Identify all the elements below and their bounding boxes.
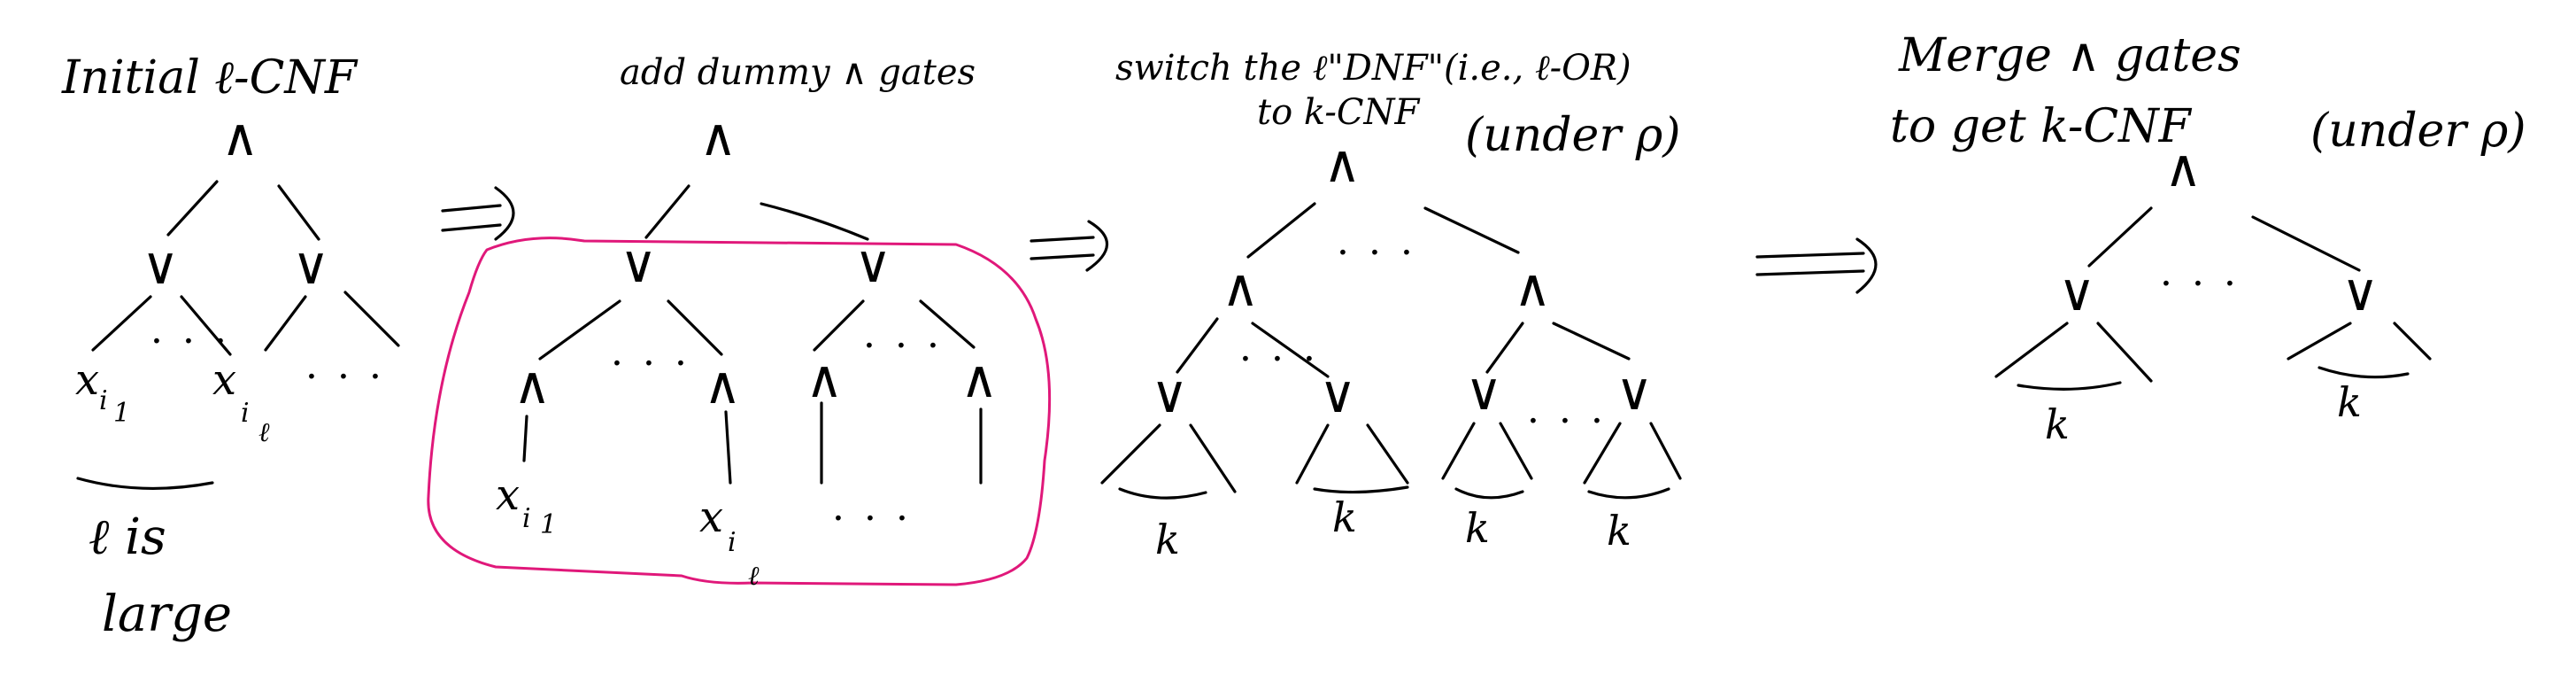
stage3-k-4: k — [1607, 507, 1631, 555]
implies-arrow-2 — [1030, 220, 1109, 272]
stage1-var-x-il: x — [212, 355, 236, 405]
stage3-brace-3 — [1454, 487, 1524, 500]
stage2-leaf-edge-2 — [724, 410, 732, 485]
stage1-note-line1: ℓ is — [89, 508, 166, 566]
stage4-k-left: k — [2045, 400, 2070, 448]
stage3-title-line1: switch the ℓ"DNF"(i.e., ℓ-OR) — [1115, 48, 1631, 89]
stage1-edge-or-left-a — [91, 295, 152, 352]
stage4-or-gate-left: ∨ — [2058, 262, 2095, 322]
stage4-or-gate-right: ∨ — [2341, 262, 2379, 322]
stage1-edge-or-right-a — [264, 295, 307, 352]
stage2-dummy-and-3: ∧ — [806, 349, 843, 409]
stage4-edge-root-right — [2251, 215, 2361, 272]
stage-switch-dnf-to-cnf: switch the ℓ"DNF"(i.e., ℓ-OR) to k-CNF (… — [1100, 48, 1682, 563]
stage1-edge-or-right-b — [343, 291, 400, 347]
stage3-or-gate-3: ∨ — [1465, 361, 1502, 422]
stage2-edge-root-right — [760, 202, 869, 241]
stage2-ellipsis-left: · · · — [611, 341, 690, 386]
stage1-ellipsis-right: · · · — [305, 354, 385, 400]
stage2-sub-l: ℓ — [748, 561, 760, 592]
stage3-edge-andr-b — [1552, 322, 1631, 361]
stage1-var-x-i1: x — [75, 355, 99, 405]
stage3-ellipsis-top: · · · — [1337, 230, 1416, 275]
stage3-or-gate-2: ∨ — [1319, 364, 1356, 424]
stage3-edge-andl-a — [1176, 317, 1219, 374]
stage3-or-gate-4: ∨ — [1616, 361, 1653, 422]
stage-merge-and-gates: Merge ∧ gates to get k-CNF (under ρ) ∧ ∨… — [1890, 29, 2526, 448]
stage1-or-gate-left: ∨ — [142, 236, 179, 296]
stage2-dummy-and-2: ∧ — [704, 355, 741, 415]
stage2-sub-1: 1 — [540, 509, 557, 540]
stage3-or-gate-1: ∨ — [1151, 364, 1188, 424]
stage-add-dummy-and: add dummy ∧ gates ∧ ∨ ∨ · · · · · · ∧ ∧ … — [427, 52, 1052, 592]
stage4-title-line1: Merge ∧ gates — [1898, 29, 2241, 82]
stage2-dummy-and-1: ∧ — [513, 355, 551, 415]
stage3-edge-andl-b — [1251, 322, 1330, 378]
stage4-k-right: k — [2337, 378, 2362, 426]
stage3-k-2: k — [1332, 493, 1357, 541]
stage2-sub-i: i — [522, 503, 531, 534]
stage1-edge-or-left-b — [180, 295, 232, 356]
stage1-root-and-gate: ∧ — [221, 107, 258, 167]
stage1-brace — [76, 477, 214, 490]
stage3-k-1: k — [1155, 516, 1180, 563]
stage3-edge-root-right — [1423, 206, 1520, 254]
stage1-sub-i: i — [99, 385, 108, 416]
stage3-ellipsis-mid-left: · · · — [1239, 337, 1319, 382]
stage2-var-x-il: x — [699, 493, 723, 542]
stage1-note-line2: large — [102, 586, 232, 643]
stage4-title-line2: to get k-CNF — [1890, 100, 2193, 153]
stage1-edge-root-right — [277, 184, 320, 241]
stage2-sub-i2: i — [728, 527, 737, 558]
stage3-title-line2: to k-CNF — [1257, 92, 1421, 133]
stage1-or-gate-right: ∨ — [292, 236, 329, 296]
stage4-edge-root-left — [2087, 206, 2153, 268]
stage3-and-gate-right: ∧ — [1514, 258, 1551, 318]
stage3-title-line3: (under ρ) — [1465, 109, 1681, 162]
stage2-leaf-edge-1 — [522, 415, 528, 462]
stage4-ellipsis: · · · — [2160, 261, 2240, 306]
stage-initial-cnf: Initial ℓ-CNF ∧ ∨ ∨ x i 1 · · · x i ℓ · … — [61, 51, 400, 643]
stage3-root-and-gate: ∧ — [1323, 134, 1361, 194]
stage3-ellipsis-mid-right: · · · — [1527, 399, 1607, 444]
dummy-gates-highlight — [427, 237, 1052, 586]
stage2-ellipsis-right: · · · — [863, 323, 943, 369]
stage3-k-3: k — [1465, 504, 1490, 552]
stage2-or-gate-left: ∨ — [620, 234, 657, 294]
implies-arrow-1 — [441, 186, 515, 241]
stage3-edge-andr-a — [1485, 322, 1524, 374]
stage1-sub-l: ℓ — [258, 417, 270, 448]
stage2-edge-or-left-b — [667, 299, 723, 356]
stage4-brace-left — [2017, 381, 2122, 391]
stage3-brace-4 — [1587, 487, 1670, 500]
stage1-ellipsis-leaves: · · · — [150, 319, 230, 364]
stage2-ellipsis-bottom: · · · — [832, 496, 912, 541]
stage1-sub-1: 1 — [113, 398, 130, 429]
stage4-brace-right — [2318, 366, 2410, 379]
stage2-title: add dummy ∧ gates — [620, 52, 976, 93]
stage4-title-line3: (under ρ) — [2310, 105, 2526, 158]
stage2-dummy-and-4: ∧ — [960, 349, 998, 409]
implies-arrow-3 — [1755, 237, 1878, 294]
stage2-edge-root-left — [644, 184, 690, 239]
stage1-title: Initial ℓ-CNF — [61, 51, 359, 105]
stage2-edge-or-right-a — [813, 299, 865, 352]
stage2-or-gate-right: ∨ — [854, 234, 891, 294]
stage1-sub-i2: i — [241, 398, 250, 429]
stage2-edge-or-left-a — [538, 299, 621, 361]
stage3-edge-root-left — [1246, 202, 1316, 259]
stage4-root-and-gate: ∧ — [2164, 138, 2202, 198]
stage2-edge-or-right-b — [919, 299, 976, 349]
stage2-var-x-i1: x — [496, 470, 520, 520]
stage3-brace-1 — [1118, 487, 1207, 500]
stage3-brace-2 — [1313, 485, 1409, 494]
stage2-root-and-gate: ∧ — [699, 107, 737, 167]
stage1-edge-root-left — [166, 180, 219, 237]
stage3-and-gate-left: ∧ — [1222, 258, 1259, 318]
